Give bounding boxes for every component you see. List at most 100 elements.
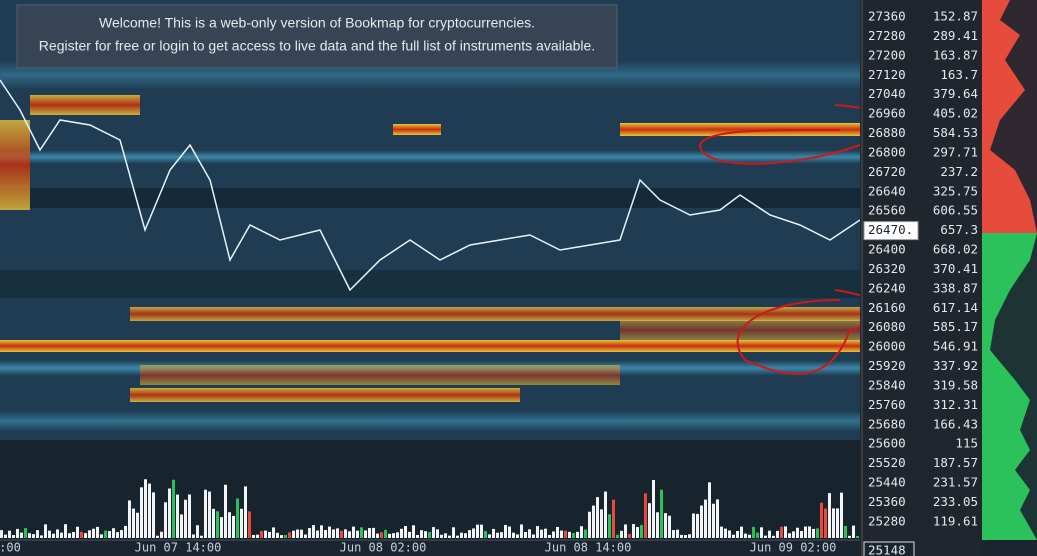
size-label: 584.53 [933,125,978,140]
volume-bar [504,524,507,538]
volume-bar [756,532,759,538]
volume-bar [108,531,111,538]
price-label: 25280 [868,513,906,528]
size-label: 187.57 [933,455,978,470]
bottom-price-box [863,541,915,556]
volume-bar [152,492,155,538]
volume-bar [524,531,527,538]
size-label: 338.87 [933,280,978,295]
volume-bar [496,532,499,538]
volume-bar [252,534,255,538]
price-label: 26470. [868,222,913,237]
volume-bar [44,524,47,538]
volume-bar [812,528,815,538]
volume-bar [452,527,455,538]
volume-bar [704,499,707,538]
volume-bar [156,535,159,538]
volume-bar [644,493,647,538]
volume-bar [672,530,675,538]
volume-bar [460,532,463,538]
size-label: 163.7 [940,67,978,82]
volume-bar [536,526,539,538]
volume-bar [256,534,259,538]
volume-bar [528,529,531,538]
time-label: Jun 07 14:00 [135,541,222,555]
volume-bar [292,530,295,538]
volume-bar [52,533,55,538]
volume-bar [612,499,615,538]
size-label: 152.87 [933,9,978,24]
volume-bar [312,525,315,538]
volume-bar [148,483,151,538]
volume-bar [848,535,851,538]
size-label: 370.41 [933,261,978,276]
volume-bar [300,529,303,538]
price-label: 25840 [868,377,906,392]
volume-bar [116,532,119,538]
volume-bar [748,534,751,538]
volume-bar [28,533,31,538]
volume-bar [656,512,659,538]
price-label: 26880 [868,125,906,140]
price-label: 27360 [868,9,906,24]
volume-bar [732,534,735,538]
welcome-banner [16,4,618,69]
price-label: 26560 [868,203,906,218]
volume-bar [72,532,75,538]
price-label: 27200 [868,47,906,62]
volume-bar [712,503,715,538]
volume-bar [80,531,83,538]
volume-bar [268,531,271,538]
current-price-box [863,221,919,241]
volume-bar [60,532,63,538]
volume-bar [724,528,727,538]
volume-bar [692,513,695,538]
volume-bar [124,525,127,538]
volume-bar [96,526,99,538]
volume-bar [828,493,831,538]
volume-bar [652,480,655,538]
volume-bar [540,529,543,538]
volume-bar [232,515,235,538]
size-label: 668.02 [933,242,978,257]
volume-bar [348,531,351,538]
volume-bar [484,531,487,538]
volume-bar [76,526,79,538]
volume-bar [316,530,319,538]
volume-bar [588,511,591,538]
volume-bar [360,527,363,538]
volume-bar [800,531,803,538]
volume-bar [500,532,503,538]
volume-bar [176,494,179,538]
volume-bar [132,508,135,538]
volume-bar [228,512,231,538]
price-label: 26320 [868,261,906,276]
price-label: 27040 [868,86,906,101]
volume-bar [852,525,855,538]
volume-bar [856,535,859,538]
volume-bar [264,530,267,538]
volume-bar [744,533,747,538]
volume-bar [508,526,511,538]
volume-bar [284,535,287,538]
volume-bar [792,531,795,538]
volume-bar [804,526,807,538]
volume-bar [688,534,691,538]
volume-bar [24,528,27,538]
size-label: 606.55 [933,203,978,218]
volume-bar [0,530,3,538]
volume-bar [780,526,783,538]
volume-bar [392,533,395,538]
volume-bar [464,533,467,538]
volume-bar [684,535,687,538]
volume-bar [68,533,71,538]
volume-bar [576,531,579,538]
volume-bar [632,524,635,538]
volume-bar [560,530,563,538]
volume-bar [824,508,827,538]
volume-bars [0,479,859,538]
volume-bar [600,509,603,538]
price-ladder [860,0,982,556]
volume-bar [296,529,299,538]
volume-bar [344,529,347,538]
